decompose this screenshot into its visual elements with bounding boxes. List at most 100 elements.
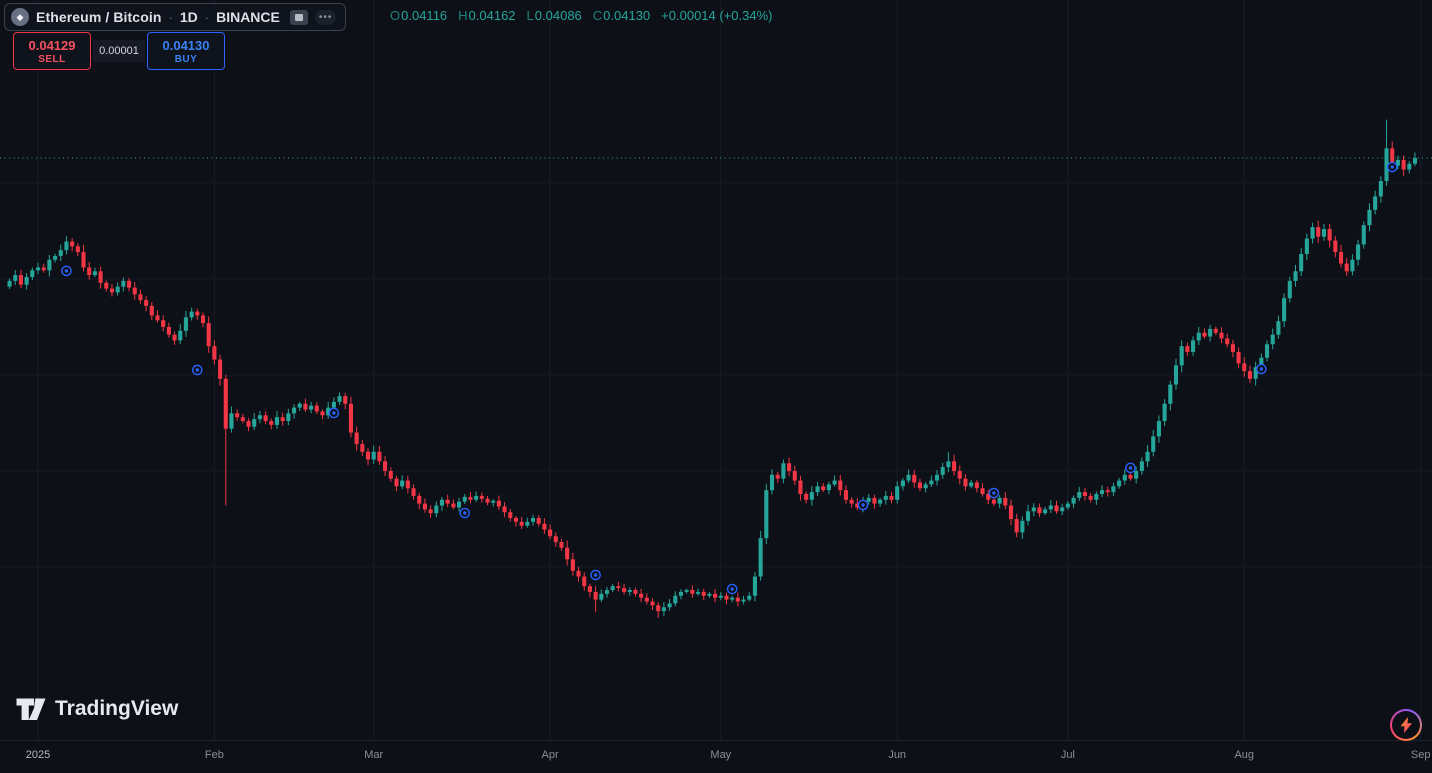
candle-body (491, 500, 496, 503)
candle (1139, 457, 1144, 475)
candle-body (1117, 480, 1122, 487)
exchange-label[interactable]: BINANCE (216, 9, 280, 25)
candle-body (331, 401, 336, 408)
candle (445, 494, 450, 508)
candle-body (695, 591, 701, 594)
chart-event-marker[interactable] (328, 407, 340, 419)
candle (41, 263, 46, 273)
candle (872, 494, 877, 509)
candle-body (963, 478, 968, 487)
candle (235, 409, 240, 421)
candle-body (639, 593, 644, 598)
candle (53, 253, 58, 263)
candle-body (172, 334, 177, 341)
candle-body (1230, 344, 1235, 352)
candle-body (1026, 511, 1031, 521)
candle-body (832, 480, 837, 485)
open-value-group: O 0.04116 (390, 8, 447, 23)
candle (536, 515, 541, 527)
candle-body (1287, 280, 1292, 299)
candle (957, 465, 962, 485)
candle (1173, 358, 1179, 390)
candle (35, 262, 41, 275)
candle-body (1213, 328, 1218, 333)
candle-body (1373, 196, 1378, 210)
candle (1082, 488, 1088, 501)
spread-value: 0.00001 (93, 40, 145, 62)
candle-body (889, 495, 894, 500)
symbol-title[interactable]: Ethereum / Bitcoin (36, 9, 162, 25)
chart-event-marker[interactable] (726, 583, 738, 595)
candle-body (292, 407, 297, 414)
candle-body (195, 311, 200, 316)
candle-body (1156, 421, 1161, 437)
close-value: 0.04130 (603, 8, 651, 23)
candle (115, 282, 120, 296)
time-axis[interactable]: 2025 Feb Mar Apr May Jun Jul Aug Sep (0, 740, 1432, 773)
candle (764, 483, 769, 544)
candle-body (297, 403, 302, 408)
chart-event-marker[interactable] (1125, 462, 1136, 474)
symbol-legend[interactable]: ◆ Ethereum / Bitcoin · 1D · BINANCE ••• (4, 3, 347, 31)
candle (843, 485, 849, 504)
buy-button[interactable]: 0.04130 BUY (147, 32, 225, 70)
candle (775, 472, 780, 483)
interval-label[interactable]: 1D (179, 9, 198, 25)
more-options-icon[interactable]: ••• (314, 9, 337, 25)
candle (519, 516, 524, 530)
chart-event-marker[interactable] (192, 364, 203, 376)
candle (1407, 160, 1412, 174)
buy-price: 0.04130 (162, 37, 210, 53)
high-value-group: H 0.04162 (458, 8, 515, 23)
sell-button[interactable]: 0.04129 SELL (13, 32, 91, 70)
candle (326, 401, 331, 419)
candle (212, 340, 217, 365)
candle-body (855, 503, 860, 508)
tradingview-watermark[interactable]: TradingView (16, 697, 178, 721)
candle-body (428, 509, 433, 514)
chart-event-marker[interactable] (590, 569, 601, 581)
time-axis-label: Feb (204, 749, 224, 761)
candle-body (593, 591, 598, 600)
candle-body (252, 419, 257, 427)
flash-boost-button[interactable] (1390, 709, 1422, 741)
candle-body (70, 241, 75, 247)
chart-event-marker[interactable] (459, 507, 471, 519)
candle (929, 475, 934, 488)
chart-event-marker[interactable] (857, 499, 869, 511)
candle-body (1151, 436, 1156, 452)
chart-event-marker[interactable] (61, 265, 72, 277)
candle (1225, 333, 1230, 348)
candle-body (1395, 159, 1400, 166)
candle (724, 592, 729, 605)
candle (684, 588, 689, 594)
candle (1299, 248, 1304, 276)
candle (64, 236, 69, 255)
candle-body (417, 495, 422, 504)
candle-body (821, 486, 826, 491)
candle (240, 414, 245, 424)
candle-body (1094, 494, 1099, 500)
candle-body (604, 590, 610, 594)
candle (1316, 220, 1321, 243)
candle (1236, 347, 1241, 369)
candle (360, 439, 365, 456)
marker-dot (1390, 165, 1394, 169)
time-axis-label: May (710, 749, 732, 761)
candle-body (684, 590, 689, 592)
candle-body (1333, 240, 1338, 253)
chart-event-marker[interactable] (988, 487, 1000, 499)
candle (206, 316, 211, 353)
candle (155, 310, 160, 323)
chart-event-marker[interactable] (1386, 161, 1398, 173)
chart-event-marker[interactable] (1256, 363, 1267, 375)
low-value-group: L 0.04086 (527, 8, 582, 23)
candle (422, 498, 427, 513)
candle (1145, 445, 1150, 467)
candle (889, 492, 894, 504)
legend-action-icon[interactable] (289, 9, 308, 25)
candle-body (530, 518, 536, 522)
open-label: O (390, 8, 401, 23)
